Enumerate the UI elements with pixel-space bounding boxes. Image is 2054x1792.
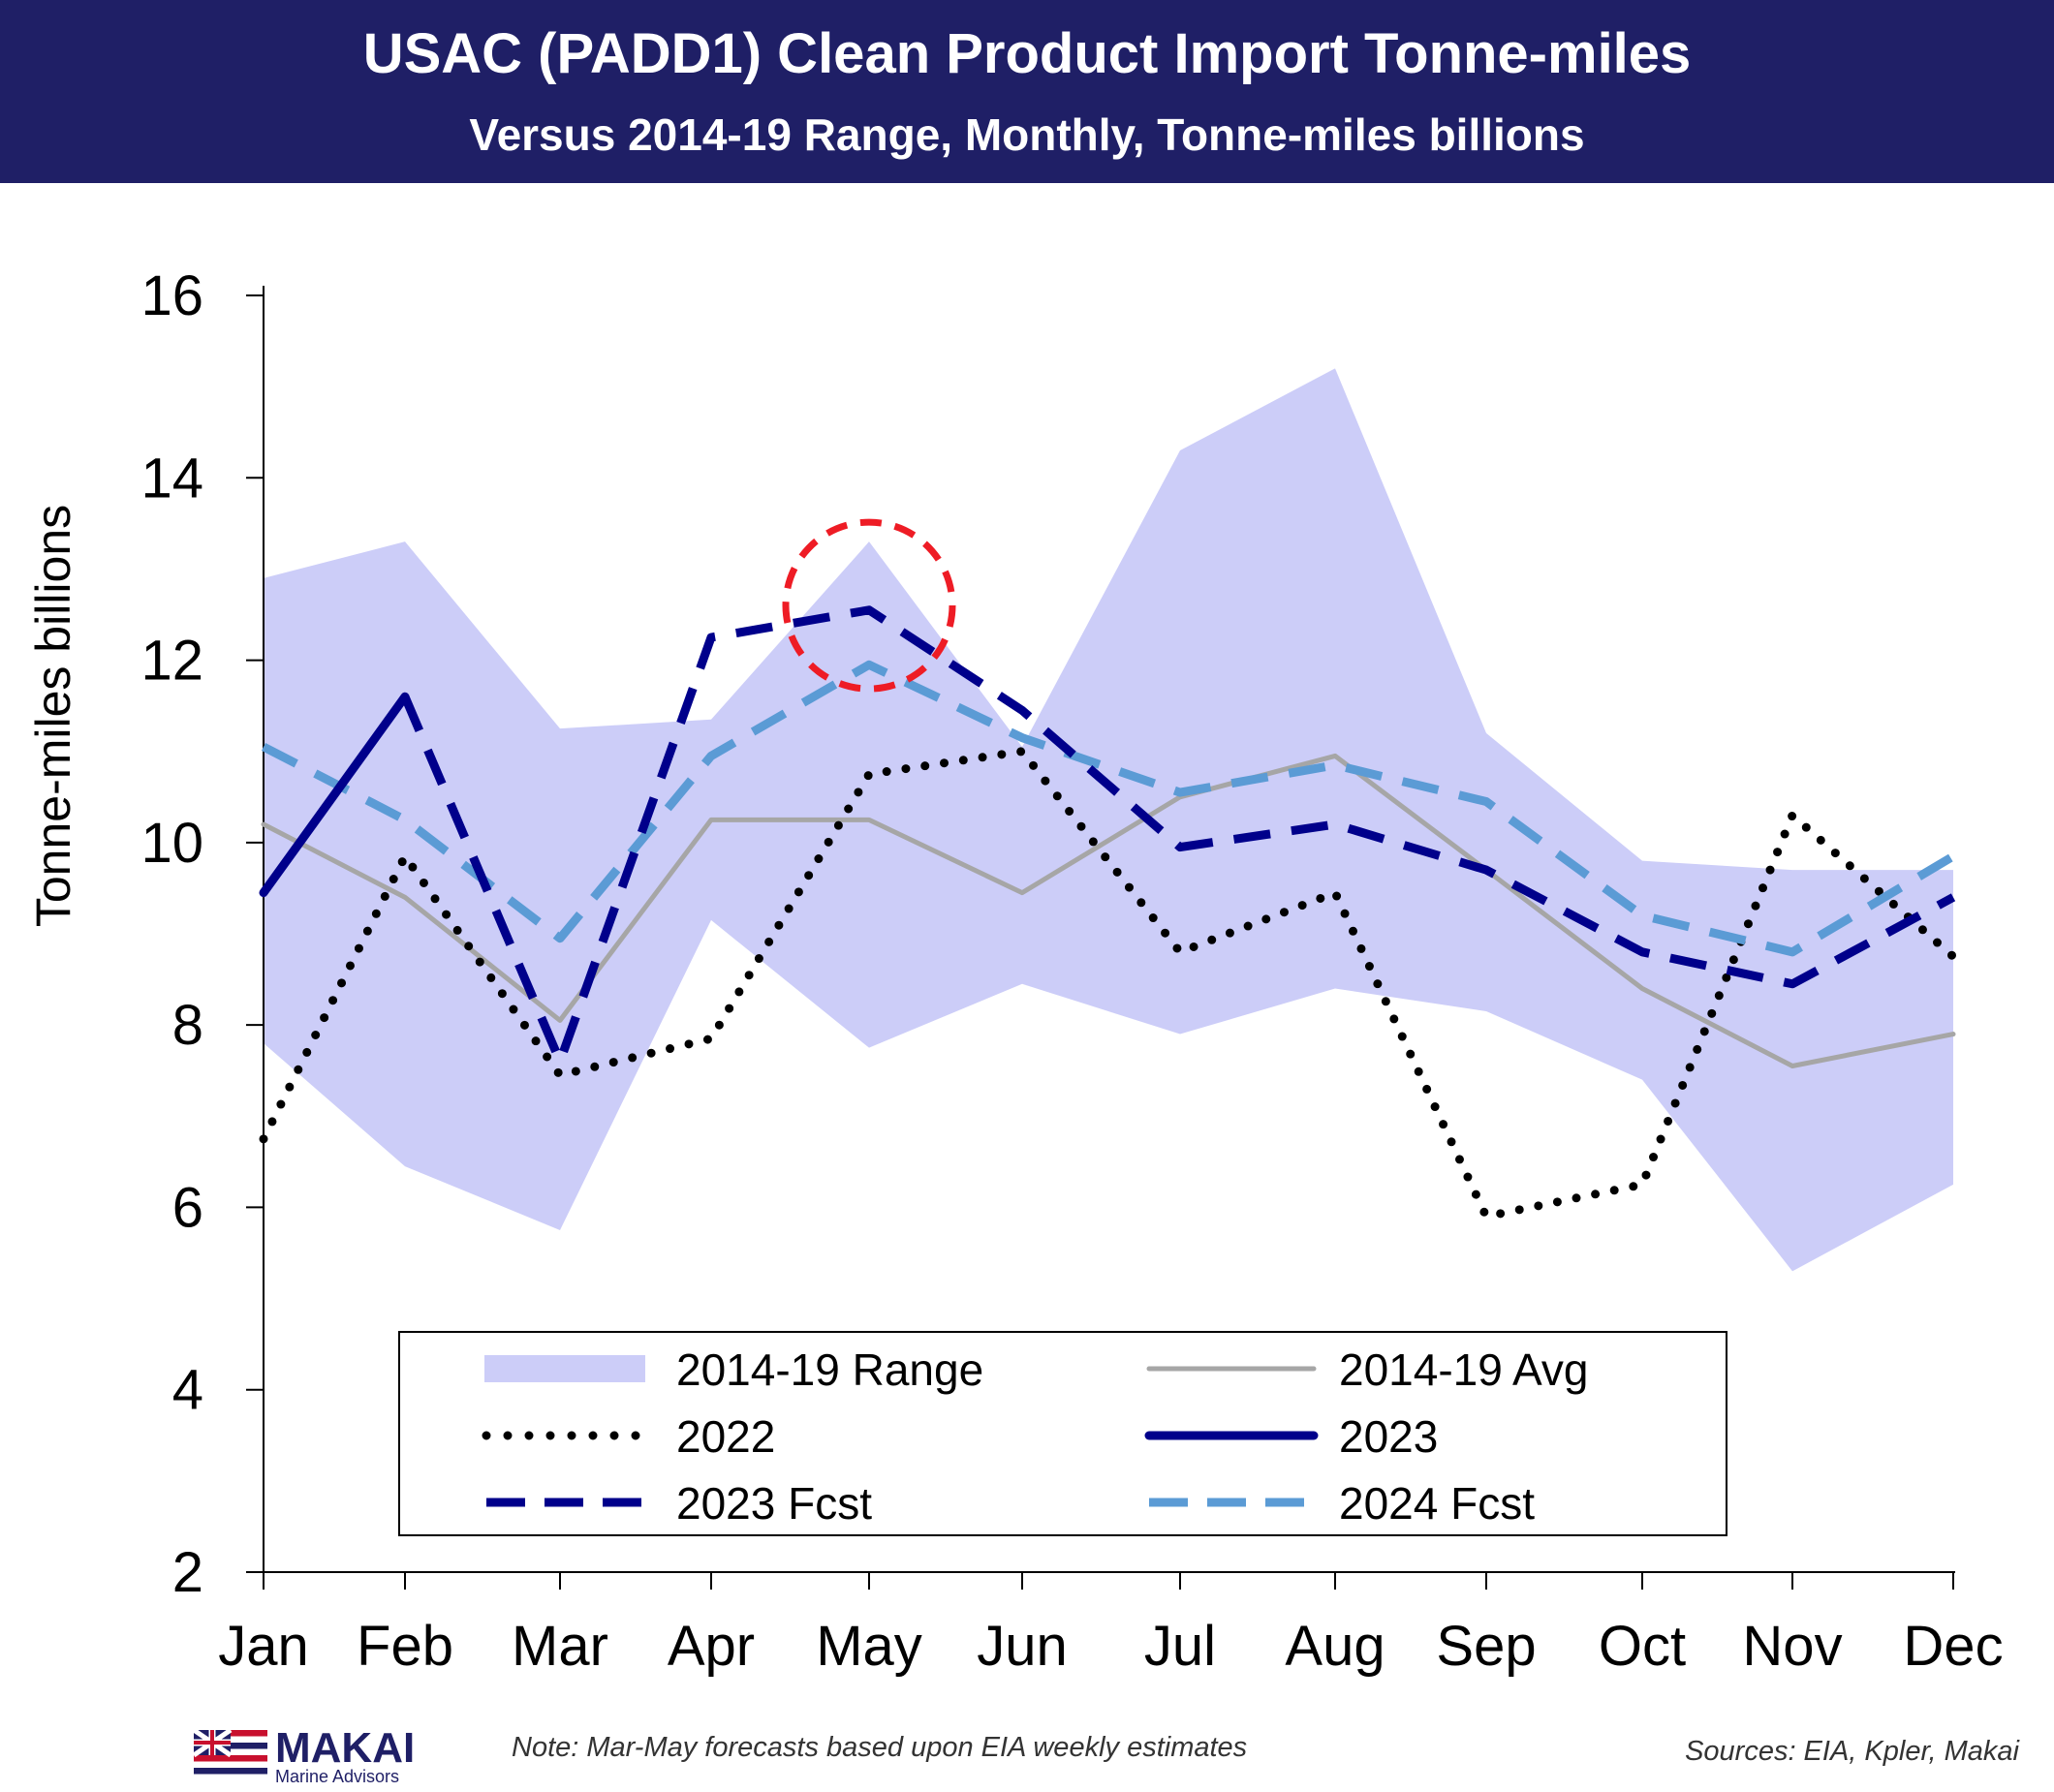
legend-label: 2024 Fcst: [1339, 1478, 1535, 1529]
legend-label: 2023 Fcst: [676, 1478, 872, 1529]
series-line-2014-19-avg: [261, 753, 1956, 1069]
x-tick-label: Nov: [1742, 1615, 1842, 1678]
x-tick-label: Jan: [218, 1615, 309, 1678]
line-chart: 2 4 6 8 10 12 14 16 Jan Feb Mar Apr May Jun Jul Aug Sep O…: [26, 264, 2004, 1678]
y-tick-label: 4: [172, 1359, 203, 1422]
legend-label: 2022: [676, 1411, 775, 1462]
chart-title: USAC (PADD1) Clean Product Import Tonne-…: [362, 22, 1692, 85]
legend-label: 2014-19 Avg: [1339, 1344, 1589, 1395]
x-tick-label: Jul: [1144, 1615, 1216, 1678]
y-tick-label: 10: [140, 812, 203, 875]
y-tick-label: 2: [172, 1541, 203, 1604]
chart-header: USAC (PADD1) Clean Product Import Tonne-…: [0, 0, 2054, 183]
footer-note: Note: Mar-May forecasts based upon EIA w…: [512, 1732, 1248, 1763]
footer-sources: Sources: EIA, Kpler, Makai: [1685, 1736, 2019, 1767]
legend-label: 2014-19 Range: [676, 1344, 983, 1395]
y-tick-label: 6: [172, 1176, 203, 1239]
y-axis-title: Tonne-miles billions: [26, 505, 80, 927]
legend-swatch-range: [484, 1355, 645, 1382]
series-line-2023-fcst: [400, 605, 1956, 1066]
logo-name: MAKAI: [275, 1724, 416, 1772]
makai-logo: MAKAI Marine Advisors: [194, 1724, 426, 1786]
x-tick-label: Apr: [668, 1615, 755, 1678]
series-line-2024-fcst: [261, 660, 1956, 957]
chart-subtitle: Versus 2014-19 Range, Monthly, Tonne-mil…: [469, 109, 1585, 160]
x-tick-label: Feb: [357, 1615, 453, 1678]
annotation-circle: [782, 518, 956, 693]
x-tick-label: May: [816, 1615, 922, 1678]
y-tick-label: 16: [140, 264, 203, 327]
y-tick-label: 14: [140, 447, 203, 510]
x-tick-label: Oct: [1599, 1615, 1686, 1678]
x-tick-label: Sep: [1436, 1615, 1536, 1678]
range-band: [264, 368, 1953, 1272]
x-tick-label: Mar: [512, 1615, 608, 1678]
x-tick-label: Dec: [1903, 1615, 2003, 1678]
x-tick-label: Aug: [1285, 1615, 1385, 1678]
y-tick-label: 8: [172, 994, 203, 1057]
logo-subtitle: Marine Advisors: [275, 1767, 400, 1786]
x-tick-label: Jun: [977, 1615, 1068, 1678]
legend-label: 2023: [1339, 1411, 1438, 1462]
series-line-2022: [259, 747, 1958, 1221]
flag-icon: [194, 1730, 267, 1780]
y-tick-label: 12: [140, 630, 203, 693]
series-line-2023: [259, 692, 410, 898]
